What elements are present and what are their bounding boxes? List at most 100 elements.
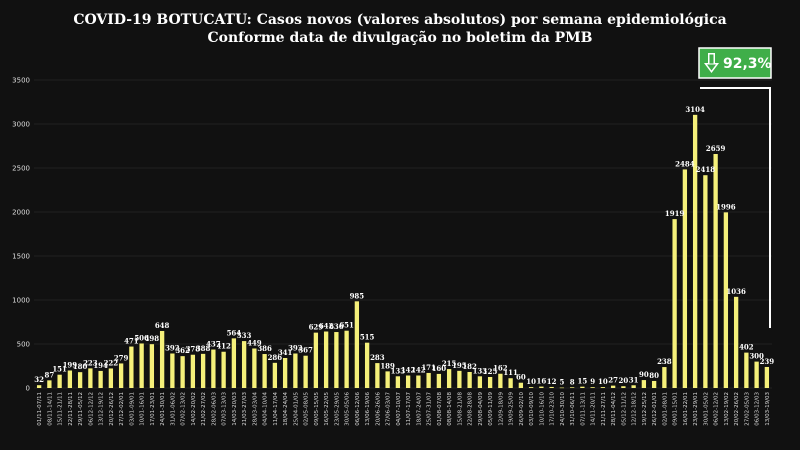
x-tick-label: 21/03-27/03	[242, 392, 248, 426]
data-label: 2418	[696, 165, 716, 174]
bar	[98, 370, 103, 388]
x-tick-label: 11/04-17/04	[273, 392, 279, 426]
x-tick-label: 20/06-26/06	[375, 392, 381, 426]
y-tick-label: 2500	[12, 165, 30, 173]
x-tick-label: 18/04-24/04	[283, 392, 289, 426]
bar	[364, 342, 370, 388]
bar	[569, 387, 575, 388]
bar	[385, 371, 390, 388]
bar	[334, 332, 339, 388]
bar	[272, 362, 278, 388]
data-label: 20	[619, 376, 629, 385]
data-label: 412	[216, 342, 231, 351]
bar	[600, 387, 606, 388]
data-label: 189	[380, 361, 395, 370]
bar	[211, 349, 216, 388]
comparison-bracket	[700, 87, 771, 328]
data-label: 506	[134, 333, 149, 342]
data-label: 449	[247, 338, 262, 347]
x-tick-label: 06/06-12/06	[355, 392, 361, 426]
data-label: 636	[329, 322, 344, 331]
badge-text: 92,3%	[723, 56, 772, 72]
x-tick-label: 20/02-26/02	[734, 392, 740, 426]
data-label: 182	[462, 362, 477, 371]
data-label: 985	[350, 291, 365, 300]
x-tick-label: 02/01-08/01	[662, 392, 668, 426]
bar	[682, 169, 688, 388]
bar	[580, 386, 585, 388]
y-tick-label: 3500	[12, 77, 30, 85]
x-tick-label: 08/11-14/11	[47, 392, 53, 426]
bar	[139, 343, 144, 388]
bar	[36, 385, 42, 388]
data-label: 16	[537, 377, 547, 386]
x-tick-label: 15/11-21/11	[58, 392, 64, 426]
x-tick-label: 17/10-23/10	[550, 392, 556, 426]
x-tick-label: 25/04-01/05	[293, 392, 299, 426]
data-label: 1036	[726, 287, 746, 296]
bar	[303, 355, 308, 388]
data-label: 1919	[665, 209, 685, 218]
x-tick-label: 16/01-22/01	[683, 392, 689, 426]
x-tick-label: 13/03-19/03	[765, 392, 771, 426]
data-label: 386	[257, 344, 272, 353]
x-tick-label: 15/08-21/08	[457, 392, 463, 426]
data-label: 367	[298, 346, 313, 355]
bar	[539, 386, 544, 388]
bar	[446, 369, 452, 388]
bar	[703, 175, 708, 388]
data-label: 651	[339, 321, 354, 330]
data-label: 533	[237, 331, 252, 340]
x-tick-label: 30/05-05/06	[345, 392, 351, 426]
bar	[77, 372, 83, 388]
x-tick-label: 14/02-20/02	[191, 392, 197, 426]
bar	[559, 387, 565, 389]
data-label: 60	[516, 373, 526, 382]
bar	[118, 363, 124, 388]
data-label: 195	[452, 361, 467, 370]
x-tick-label: 28/11-04/12	[611, 392, 617, 426]
x-tick-label: 18/07-24/07	[416, 392, 422, 426]
data-label: 2659	[706, 144, 726, 153]
x-tick-label: 06/03-12/03	[755, 392, 761, 426]
bar	[754, 361, 759, 388]
bar	[241, 341, 247, 388]
bar	[764, 366, 770, 388]
bar	[293, 353, 298, 388]
data-label: 378	[186, 345, 201, 354]
data-label: 471	[124, 337, 139, 346]
data-label: 32	[34, 375, 44, 384]
x-tick-label: 21/02-27/02	[201, 392, 207, 426]
x-tick-label: 04/07-10/07	[396, 392, 402, 426]
data-label: 10	[526, 377, 536, 386]
grid-lines	[34, 79, 772, 389]
bar	[159, 330, 165, 388]
x-tick-label: 09/01-15/01	[673, 392, 679, 426]
percentage-badge: 92,3%	[698, 47, 772, 79]
bar	[621, 386, 626, 388]
bar	[651, 380, 657, 388]
x-tick-label: 16/05-22/05	[324, 392, 330, 426]
data-label: 12	[547, 377, 557, 386]
data-labels: 3287151199180223194222279471506498648392…	[34, 105, 774, 387]
x-tick-label: 13/02-19/02	[724, 392, 730, 426]
bar	[744, 352, 749, 388]
x-tick-label: 06/12-12/12	[88, 392, 94, 426]
x-tick-label: 02/05-08/05	[304, 392, 310, 426]
x-tick-label: 10/10-16/10	[539, 392, 545, 426]
x-tick-label: 24/01-30/01	[160, 392, 166, 426]
data-label: 125	[483, 367, 498, 376]
bar	[549, 386, 554, 388]
data-label: 648	[155, 321, 170, 330]
data-label: 133	[473, 366, 488, 375]
data-label: 27	[608, 376, 618, 385]
bar	[375, 363, 380, 388]
x-tick-label: 13/06-19/06	[365, 392, 371, 426]
bar	[231, 338, 237, 388]
x-tick-label: 07/03-13/03	[222, 392, 228, 426]
bar	[508, 378, 513, 388]
chart-subtitle: Conforme data de divulgação no boletim d…	[207, 30, 593, 46]
x-tick-label: 30/01-05/02	[703, 392, 709, 426]
bar	[487, 377, 493, 388]
data-label: 388	[196, 344, 211, 353]
